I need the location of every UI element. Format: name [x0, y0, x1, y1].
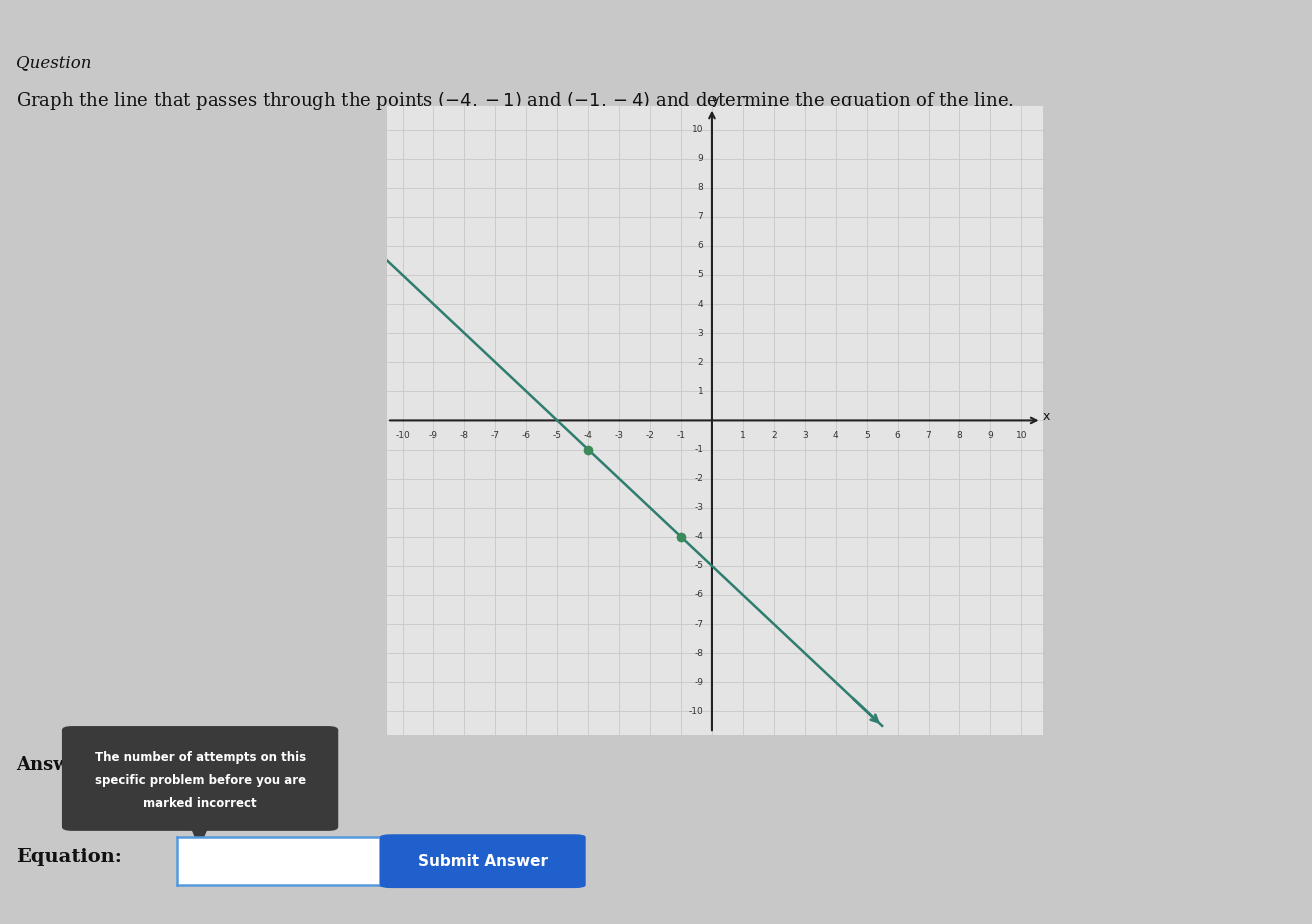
- Text: -1: -1: [677, 431, 685, 440]
- Text: -7: -7: [694, 620, 703, 628]
- Text: Equation:: Equation:: [16, 848, 122, 866]
- Text: 9: 9: [988, 431, 993, 440]
- Text: -9: -9: [429, 431, 438, 440]
- Text: y: y: [712, 94, 719, 107]
- Text: Submit Answer: Submit Answer: [417, 854, 548, 869]
- Text: -2: -2: [646, 431, 655, 440]
- Text: -3: -3: [614, 431, 623, 440]
- Text: -7: -7: [491, 431, 500, 440]
- Text: 1: 1: [740, 431, 745, 440]
- Text: -6: -6: [694, 590, 703, 600]
- Text: -5: -5: [694, 562, 703, 570]
- Text: Question: Question: [16, 55, 92, 72]
- Text: 5: 5: [698, 271, 703, 279]
- Text: 6: 6: [895, 431, 900, 440]
- Text: -9: -9: [694, 677, 703, 687]
- Text: -5: -5: [552, 431, 562, 440]
- Text: -6: -6: [522, 431, 531, 440]
- Text: -10: -10: [689, 707, 703, 716]
- Text: -8: -8: [461, 431, 468, 440]
- Text: 9: 9: [698, 154, 703, 164]
- Text: 8: 8: [698, 183, 703, 192]
- Text: 2: 2: [698, 358, 703, 367]
- Text: -4: -4: [694, 532, 703, 541]
- Text: 5: 5: [863, 431, 870, 440]
- Text: 6: 6: [698, 241, 703, 250]
- Text: 10: 10: [691, 125, 703, 134]
- Text: x: x: [1043, 410, 1051, 423]
- Text: Attempt 1out of 2: Attempt 1out of 2: [112, 759, 241, 772]
- Text: -3: -3: [694, 504, 703, 512]
- Text: 3: 3: [698, 329, 703, 337]
- Text: specific problem before you are: specific problem before you are: [94, 774, 306, 787]
- FancyBboxPatch shape: [62, 726, 338, 831]
- Polygon shape: [189, 822, 210, 848]
- Text: 3: 3: [802, 431, 808, 440]
- Text: -4: -4: [584, 431, 593, 440]
- Text: 4: 4: [833, 431, 838, 440]
- Text: marked incorrect: marked incorrect: [143, 797, 257, 810]
- Text: -10: -10: [395, 431, 409, 440]
- FancyBboxPatch shape: [380, 834, 585, 888]
- Text: 4: 4: [698, 299, 703, 309]
- Text: 7: 7: [698, 213, 703, 221]
- Text: 2: 2: [771, 431, 777, 440]
- Text: The number of attempts on this: The number of attempts on this: [94, 750, 306, 763]
- Text: 1: 1: [698, 387, 703, 395]
- Text: 10: 10: [1015, 431, 1027, 440]
- Text: Graph the line that passes through the points $(-4,-1)$ and $(-1,-4)$ and determ: Graph the line that passes through the p…: [16, 91, 1014, 113]
- Text: 7: 7: [926, 431, 932, 440]
- Text: Answer: Answer: [16, 756, 89, 774]
- Text: -1: -1: [694, 445, 703, 454]
- Text: -2: -2: [694, 474, 703, 483]
- Text: -8: -8: [694, 649, 703, 658]
- Text: 8: 8: [956, 431, 963, 440]
